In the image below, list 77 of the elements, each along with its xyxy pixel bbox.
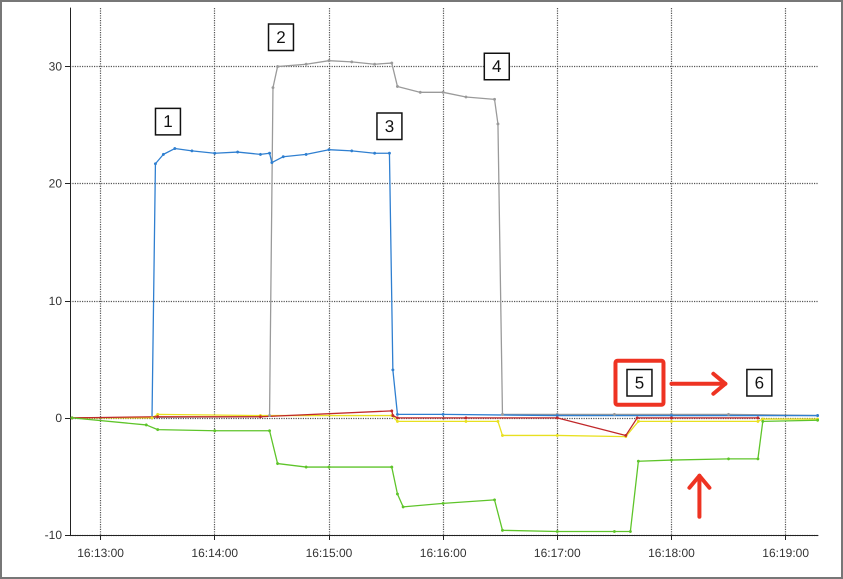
point [556, 434, 559, 437]
x-tick-label: 16:19:00 [762, 546, 810, 560]
point [350, 149, 354, 152]
point [670, 420, 673, 423]
point [327, 148, 330, 152]
point [496, 420, 500, 423]
point [493, 98, 496, 101]
y-tick-label: 10 [48, 294, 62, 308]
point [396, 492, 399, 496]
point [636, 420, 640, 423]
point [612, 412, 616, 416]
point [144, 423, 148, 426]
point [500, 412, 504, 416]
point [636, 416, 639, 420]
point [390, 409, 394, 412]
x-tick-label: 16:18:00 [648, 546, 696, 560]
x-tick-label: 16:15:00 [306, 546, 353, 560]
point [670, 458, 673, 462]
annotation: 6 [754, 373, 764, 392]
point [500, 528, 504, 532]
point [727, 457, 730, 460]
point [190, 149, 194, 152]
point [727, 412, 730, 416]
point [276, 462, 280, 466]
x-tick-label: 16:17:00 [534, 546, 581, 560]
y-tick-label: 20 [48, 176, 62, 191]
point [156, 428, 160, 432]
point [373, 152, 376, 155]
point [373, 62, 376, 66]
annotation: 3 [384, 116, 394, 136]
point [270, 161, 274, 164]
point [391, 368, 394, 372]
point [282, 155, 285, 158]
point [636, 460, 640, 463]
point [388, 152, 391, 155]
point [756, 420, 760, 423]
point [442, 90, 445, 94]
point [396, 416, 399, 420]
point [304, 62, 308, 66]
point [258, 152, 262, 156]
point [396, 420, 399, 423]
x-tick-label: 16:13:00 [77, 546, 124, 560]
y-tick-label: 30 [48, 60, 62, 74]
point [268, 152, 272, 155]
annotation: 1 [163, 112, 173, 132]
point [268, 414, 272, 418]
x-tick-label: 16:16:00 [420, 546, 467, 560]
point [390, 466, 394, 469]
point [396, 412, 399, 416]
point [213, 429, 216, 432]
point [556, 530, 559, 533]
point [756, 416, 760, 420]
annotation: 5 [634, 373, 644, 392]
point [442, 502, 445, 505]
point [156, 415, 160, 418]
point [402, 505, 405, 508]
point [390, 62, 394, 65]
y-tick-label: 0 [55, 410, 62, 425]
annotation: 2 [276, 28, 286, 47]
line-series [70, 409, 760, 437]
point [464, 416, 468, 420]
point [327, 466, 330, 469]
point [327, 59, 330, 62]
point [442, 412, 445, 416]
point [173, 147, 176, 150]
point [304, 152, 308, 156]
point [350, 60, 354, 64]
point [213, 152, 216, 155]
point [304, 466, 308, 469]
point [154, 162, 157, 166]
y-tick-label: -10 [44, 528, 62, 542]
point [268, 429, 272, 432]
point [162, 152, 165, 156]
point [464, 420, 468, 423]
annotation: 4 [492, 57, 502, 76]
x-tick-label: 16:14:00 [191, 546, 238, 560]
point [493, 498, 496, 502]
